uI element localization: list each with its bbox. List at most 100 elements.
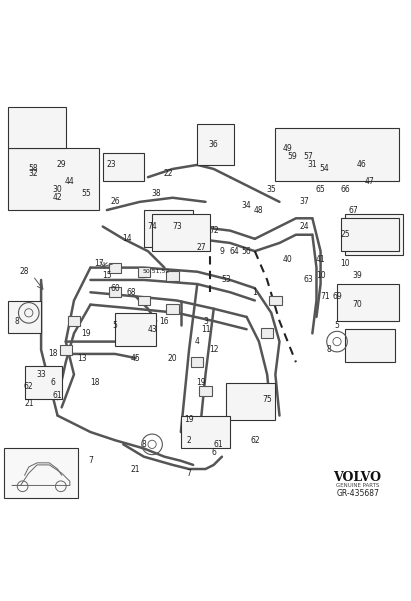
- Text: 5: 5: [335, 321, 339, 330]
- Text: 16: 16: [159, 317, 169, 326]
- Bar: [8, 108, 66, 148]
- Text: 18: 18: [90, 378, 99, 387]
- Text: 59: 59: [287, 152, 297, 161]
- Bar: [261, 329, 273, 338]
- Text: 71: 71: [320, 292, 330, 301]
- Text: 15: 15: [102, 271, 112, 280]
- Bar: [60, 345, 72, 355]
- Bar: [341, 218, 399, 251]
- Text: 73: 73: [172, 222, 182, 231]
- Bar: [144, 210, 193, 247]
- Text: 70: 70: [353, 300, 363, 309]
- Bar: [226, 383, 275, 419]
- Text: 47: 47: [365, 177, 375, 186]
- Text: 42: 42: [53, 194, 62, 203]
- Bar: [269, 296, 282, 305]
- Text: 2: 2: [187, 436, 192, 445]
- Bar: [337, 284, 399, 321]
- Text: 6: 6: [211, 448, 216, 457]
- Text: 74: 74: [147, 222, 157, 231]
- Text: GENUINE PARTS: GENUINE PARTS: [336, 483, 379, 488]
- Text: 28: 28: [20, 267, 30, 276]
- Bar: [8, 148, 99, 210]
- Text: 41: 41: [316, 255, 326, 264]
- Bar: [345, 214, 403, 255]
- Text: 58: 58: [28, 165, 38, 174]
- Text: 43: 43: [147, 325, 157, 334]
- Text: 35: 35: [266, 185, 276, 194]
- Text: 38: 38: [151, 189, 161, 198]
- Text: 54: 54: [320, 165, 330, 174]
- Bar: [166, 271, 179, 281]
- Text: 17: 17: [94, 259, 104, 268]
- Text: 7: 7: [88, 456, 93, 465]
- Bar: [25, 366, 62, 399]
- Text: 56: 56: [242, 246, 252, 255]
- Text: 8: 8: [326, 346, 331, 355]
- Bar: [152, 214, 210, 251]
- Text: 62: 62: [250, 436, 260, 445]
- Text: 31: 31: [307, 160, 317, 169]
- Text: 50,51,52: 50,51,52: [143, 269, 170, 274]
- Text: 64: 64: [229, 246, 239, 255]
- Text: 53: 53: [221, 275, 231, 284]
- Text: 9: 9: [219, 246, 224, 255]
- Bar: [197, 124, 234, 165]
- Bar: [4, 448, 78, 498]
- Text: VOLVO: VOLVO: [334, 471, 381, 484]
- Text: 11: 11: [201, 325, 210, 334]
- Text: 18: 18: [48, 349, 58, 358]
- Text: 24: 24: [299, 222, 309, 231]
- Text: 49: 49: [283, 144, 293, 153]
- Text: 44: 44: [65, 177, 75, 186]
- Text: 14: 14: [122, 234, 132, 243]
- Text: 20: 20: [168, 353, 178, 362]
- Text: GR-435687: GR-435687: [336, 489, 379, 498]
- Bar: [109, 287, 121, 297]
- Text: 25: 25: [340, 230, 350, 239]
- Text: 33: 33: [36, 370, 46, 379]
- Bar: [8, 300, 41, 334]
- Text: 46: 46: [357, 160, 367, 169]
- Text: 63: 63: [303, 275, 313, 284]
- Bar: [191, 357, 203, 367]
- Text: 61: 61: [213, 440, 223, 449]
- Text: 69: 69: [332, 292, 342, 301]
- Bar: [115, 313, 156, 346]
- Bar: [275, 128, 399, 182]
- Text: 66: 66: [340, 185, 350, 194]
- Text: 45: 45: [131, 353, 141, 362]
- Text: 21: 21: [131, 465, 141, 474]
- Text: 4: 4: [195, 337, 200, 346]
- Text: 68: 68: [127, 288, 136, 297]
- Text: 1: 1: [252, 288, 257, 297]
- Text: 30: 30: [53, 185, 62, 194]
- Text: 12: 12: [209, 346, 219, 355]
- Text: 39: 39: [353, 271, 363, 280]
- Text: 6: 6: [51, 378, 56, 387]
- Bar: [199, 386, 212, 396]
- Bar: [138, 296, 150, 305]
- Text: 37: 37: [299, 197, 309, 206]
- Text: 21: 21: [24, 398, 34, 407]
- Text: 67: 67: [349, 206, 358, 215]
- Text: 62: 62: [24, 382, 34, 391]
- Bar: [109, 263, 121, 272]
- Text: 10: 10: [316, 271, 326, 280]
- Bar: [138, 267, 150, 276]
- Text: 34: 34: [242, 201, 252, 210]
- Text: 3: 3: [203, 317, 208, 326]
- Text: 36: 36: [209, 140, 219, 149]
- Text: 22: 22: [164, 169, 173, 177]
- Text: 60: 60: [110, 284, 120, 293]
- Text: 23: 23: [106, 160, 116, 169]
- Text: 65: 65: [316, 185, 326, 194]
- Text: 7: 7: [187, 469, 192, 478]
- Text: 55: 55: [81, 189, 91, 198]
- Text: 5: 5: [113, 321, 118, 330]
- Bar: [68, 316, 80, 326]
- Text: 75: 75: [262, 395, 272, 404]
- Text: 13: 13: [77, 353, 87, 362]
- Text: 61: 61: [53, 391, 62, 400]
- Bar: [103, 153, 144, 182]
